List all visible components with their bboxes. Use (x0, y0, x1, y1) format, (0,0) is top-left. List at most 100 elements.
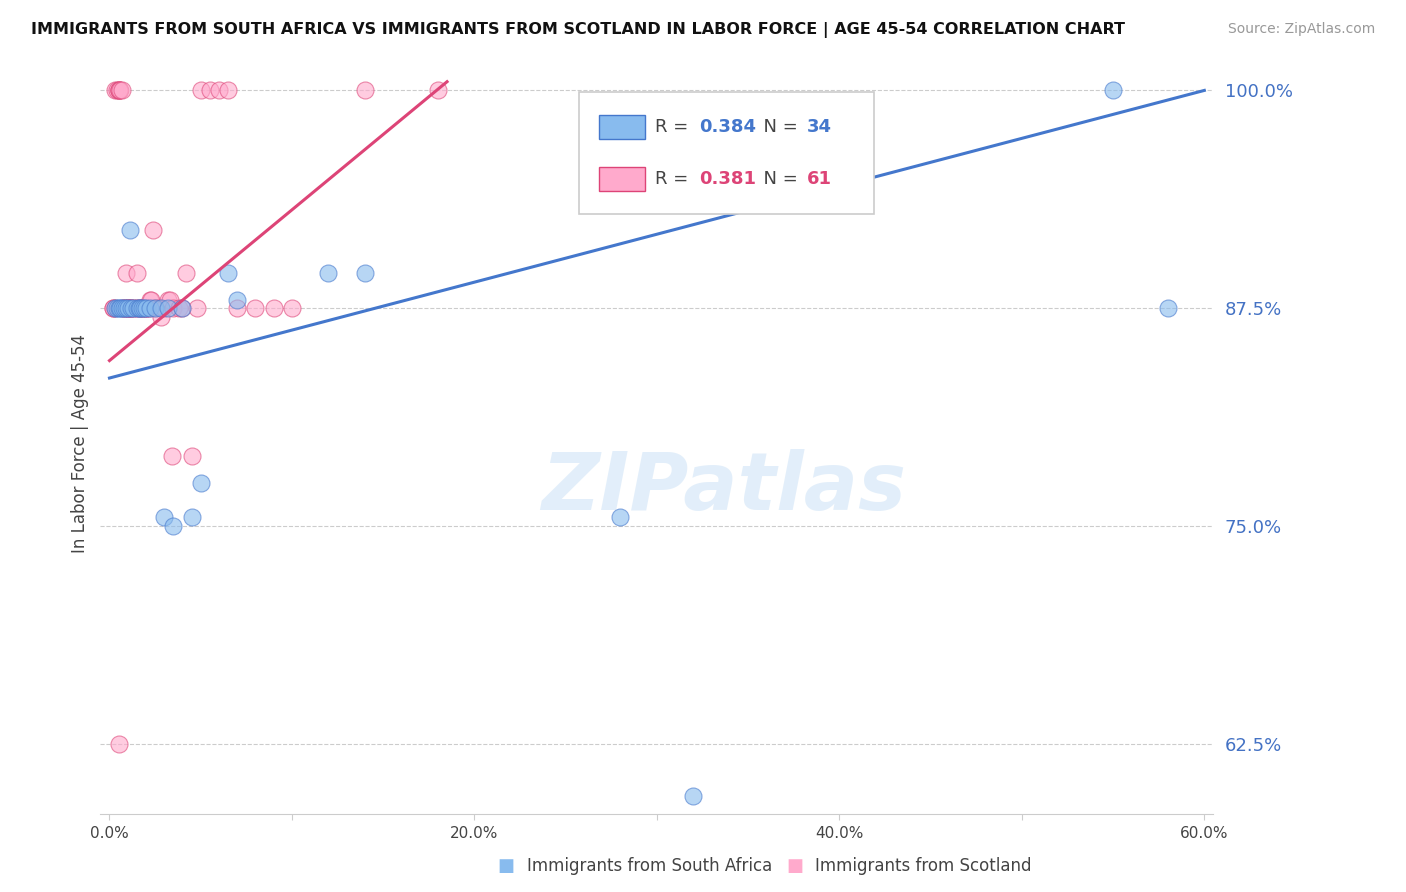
Point (141, 293, 163, 307)
Point (162, 301, 184, 316)
Point (156, 293, 179, 307)
Point (105, 301, 128, 316)
Point (104, 301, 127, 316)
Point (131, 301, 153, 316)
Text: Immigrants from Scotland: Immigrants from Scotland (815, 856, 1032, 874)
Point (107, 737, 129, 751)
Point (138, 293, 160, 307)
Bar (599, 167, 645, 191)
Point (148, 301, 170, 316)
Point (131, 301, 153, 316)
Point (124, 301, 146, 316)
Point (128, 301, 150, 316)
Point (105, 83, 128, 97)
Point (180, 510, 202, 524)
Point (1157, 301, 1180, 316)
Point (153, 301, 176, 316)
Point (135, 301, 157, 316)
Point (217, 83, 239, 97)
Point (1102, 83, 1125, 97)
Point (138, 301, 160, 316)
Point (208, 83, 231, 97)
Point (245, 301, 267, 316)
Point (129, 301, 152, 316)
Text: R =: R = (655, 118, 693, 136)
Point (125, 267, 148, 281)
Text: IMMIGRANTS FROM SOUTH AFRICA VS IMMIGRANTS FROM SCOTLAND IN LABOR FORCE | AGE 45: IMMIGRANTS FROM SOUTH AFRICA VS IMMIGRAN… (31, 22, 1125, 38)
Point (125, 301, 148, 316)
Point (142, 223, 165, 237)
Point (226, 293, 249, 307)
Point (111, 83, 134, 97)
Point (122, 301, 145, 316)
Point (110, 83, 132, 97)
Point (115, 301, 138, 316)
Point (120, 301, 142, 316)
Point (107, 83, 129, 97)
Point (117, 301, 139, 316)
Text: 61: 61 (807, 169, 832, 188)
Text: 34: 34 (807, 118, 832, 136)
Point (122, 301, 145, 316)
Point (138, 301, 160, 316)
Point (117, 301, 139, 316)
Point (104, 83, 127, 97)
Point (186, 301, 208, 316)
Point (129, 301, 152, 316)
Point (354, 267, 377, 281)
Point (115, 301, 138, 316)
Point (149, 301, 172, 316)
Point (156, 301, 179, 316)
Text: ZIPatlas: ZIPatlas (541, 449, 907, 527)
Text: N =: N = (752, 169, 803, 188)
Point (107, 83, 129, 97)
Point (112, 301, 135, 316)
Point (190, 475, 212, 490)
Point (354, 83, 377, 97)
Point (160, 450, 183, 464)
Point (134, 301, 156, 316)
Point (198, 83, 221, 97)
Point (112, 301, 135, 316)
Point (180, 450, 202, 464)
Point (263, 301, 285, 316)
Point (426, 83, 449, 97)
Point (111, 301, 134, 316)
Text: Immigrants from South Africa: Immigrants from South Africa (527, 856, 772, 874)
Point (190, 83, 212, 97)
Point (135, 301, 157, 316)
Point (172, 301, 194, 316)
Text: 0.381: 0.381 (699, 169, 756, 188)
Text: ■: ■ (786, 856, 803, 874)
Point (107, 301, 129, 316)
Point (135, 301, 157, 316)
Point (128, 301, 150, 316)
Point (149, 310, 172, 324)
Point (101, 301, 124, 316)
Point (226, 301, 249, 316)
Bar (599, 115, 645, 139)
Point (125, 301, 148, 316)
Point (143, 301, 166, 316)
Text: N =: N = (752, 118, 803, 136)
Point (120, 301, 142, 316)
Text: Source: ZipAtlas.com: Source: ZipAtlas.com (1227, 22, 1375, 37)
Point (112, 301, 135, 316)
Point (153, 510, 176, 524)
Point (118, 301, 141, 316)
Point (174, 267, 197, 281)
Point (134, 301, 156, 316)
Point (115, 267, 138, 281)
Text: 0.384: 0.384 (699, 118, 756, 136)
Point (117, 301, 139, 316)
Point (682, 789, 704, 804)
FancyBboxPatch shape (579, 92, 875, 214)
Point (131, 301, 153, 316)
Point (104, 301, 127, 316)
Point (110, 301, 132, 316)
Point (143, 301, 166, 316)
Point (162, 519, 184, 533)
Point (107, 83, 129, 97)
Point (318, 267, 340, 281)
Text: ■: ■ (498, 856, 515, 874)
